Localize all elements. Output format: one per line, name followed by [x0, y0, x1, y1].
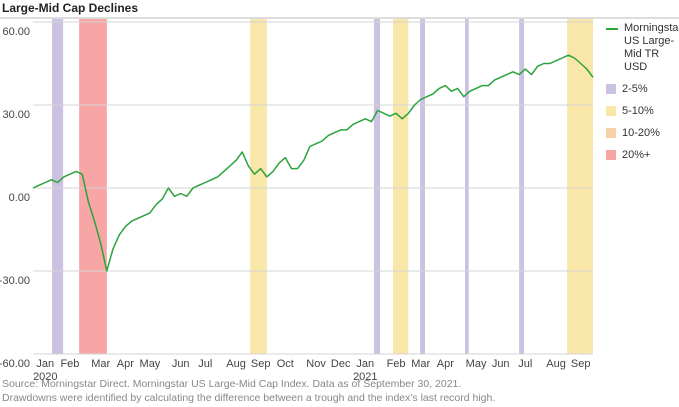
series-line: [32, 54, 594, 272]
x-tick-label: Apr: [437, 358, 454, 370]
legend-label: 5-10%: [622, 105, 654, 117]
x-year-label: 2021: [353, 371, 377, 383]
footnote: Drawdowns were identified by calculating…: [2, 392, 495, 404]
y-tick-label: 60.00: [2, 26, 30, 38]
x-tick-label: May: [140, 358, 161, 370]
y-tick-label: 30.00: [2, 109, 30, 121]
legend-label: 2-5%: [622, 83, 648, 95]
drawdown-band: [250, 19, 267, 354]
legend-label: 20%+: [622, 149, 651, 161]
x-tick-label: Sep: [251, 358, 271, 370]
x-tick-label: Mar: [91, 358, 110, 370]
legend-item: 5-10%: [606, 105, 678, 118]
x-tick-label: Jun: [492, 358, 510, 370]
x-tick-label: Sep: [571, 358, 591, 370]
legend-item: Morningstar US Large-Mid TR USD: [606, 22, 679, 74]
legend-swatch: [606, 150, 616, 160]
y-tick-label: 0.00: [9, 192, 30, 204]
x-tick-label: Apr: [117, 358, 134, 370]
legend-swatch: [606, 84, 616, 94]
x-tick-label: Feb: [60, 358, 79, 370]
x-tick-label: May: [466, 358, 487, 370]
x-tick-label: Dec: [331, 358, 351, 370]
chart-title: Large-Mid Cap Declines: [2, 1, 138, 15]
legend-label: Morningstar US Large-Mid TR USD: [624, 22, 679, 73]
x-tick-label: Jan: [356, 358, 374, 370]
x-tick-label: Jul: [518, 358, 532, 370]
legend-swatch: [606, 28, 618, 30]
legend-label: 10-20%: [622, 127, 660, 139]
x-tick-label: Jul: [198, 358, 212, 370]
drawdown-band: [420, 19, 425, 354]
x-tick-label: Oct: [277, 358, 294, 370]
x-tick-label: Aug: [226, 358, 246, 370]
legend: Morningstar US Large-Mid TR USD 2-5% 5-10%…: [606, 22, 679, 171]
legend-item: 10-20%: [606, 127, 678, 140]
drawdown-band: [465, 19, 469, 354]
x-tick-label: Jun: [172, 358, 190, 370]
x-tick-label: Mar: [411, 358, 430, 370]
drawdown-band: [79, 19, 107, 354]
drawdown-band: [393, 19, 409, 354]
y-tick-label: -60.00: [0, 358, 30, 370]
legend-swatch: [606, 106, 616, 116]
x-tick-label: Nov: [306, 358, 326, 370]
x-tick-label: Feb: [387, 358, 406, 370]
drawdown-bands: [52, 19, 593, 354]
footnote: Source: Morningstar Direct. Morningstar …: [2, 378, 461, 390]
drawdown-band: [519, 19, 525, 354]
drawdown-band: [373, 19, 381, 354]
x-tick-label: Aug: [546, 358, 566, 370]
x-tick-label: Jan: [36, 358, 54, 370]
x-year-label: 2020: [33, 371, 57, 383]
y-tick-label: -30.00: [0, 275, 30, 287]
legend-swatch: [606, 128, 616, 138]
drawdown-band: [567, 19, 593, 354]
legend-item: 20%+: [606, 149, 678, 162]
legend-item: 2-5%: [606, 83, 678, 96]
drawdown-band: [52, 19, 64, 354]
